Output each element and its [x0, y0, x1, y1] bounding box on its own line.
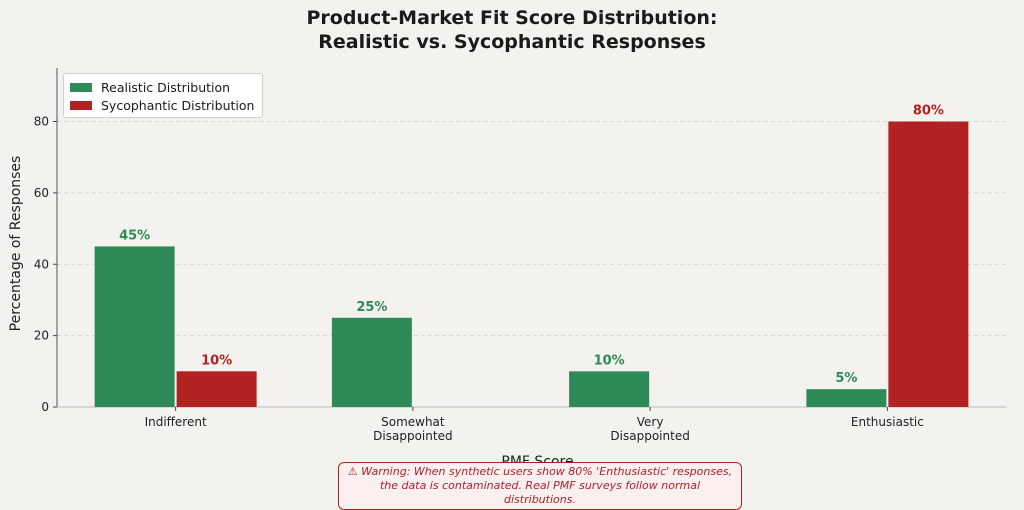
bar-realistic	[331, 317, 412, 407]
data-label: 5%	[835, 371, 857, 386]
bar-chart: 0 20 40 60 80 45% 10% Indifferent 25% Somewhat Dis…	[8, 68, 1006, 470]
data-label: 80%	[913, 104, 944, 119]
legend-swatch-realistic	[70, 82, 92, 92]
bar-realistic	[569, 371, 650, 407]
y-tick-label: 80	[34, 115, 49, 129]
data-label: 45%	[119, 228, 150, 243]
data-label: 10%	[594, 353, 625, 368]
legend: Realistic Distribution Sycophantic Distr…	[63, 73, 264, 118]
y-tick-label: 20	[34, 329, 49, 343]
legend-entry-realistic: Realistic Distribution	[70, 78, 254, 96]
legend-label-realistic: Realistic Distribution	[101, 79, 231, 95]
legend-swatch-sycophantic	[70, 100, 92, 110]
bar-realistic	[806, 389, 887, 407]
warning-annotation: ⚠ Warning: When synthetic users show 80%…	[338, 462, 742, 510]
y-axis-label: Percentage of Responses	[8, 156, 24, 332]
y-tick-label: 0	[41, 400, 49, 414]
x-tick-label: Indifferent	[145, 415, 207, 429]
bar-realistic	[94, 246, 175, 407]
legend-entry-sycophantic: Sycophantic Distribution	[70, 96, 254, 114]
y-tick-label: 40	[34, 257, 49, 271]
chart-title: Product-Market Fit Score Distribution: R…	[306, 7, 718, 53]
legend-label-sycophantic: Sycophantic Distribution	[101, 97, 255, 113]
bar-sycophantic	[176, 371, 257, 407]
data-label: 25%	[356, 300, 387, 315]
x-tick-label: Enthusiastic	[851, 415, 924, 429]
data-label: 10%	[201, 353, 232, 368]
x-tick-label: Very Disappointed	[610, 415, 689, 443]
x-tick-label: Somewhat Disappointed	[373, 415, 452, 443]
bar-sycophantic	[888, 121, 969, 408]
y-tick-label: 60	[34, 186, 49, 200]
